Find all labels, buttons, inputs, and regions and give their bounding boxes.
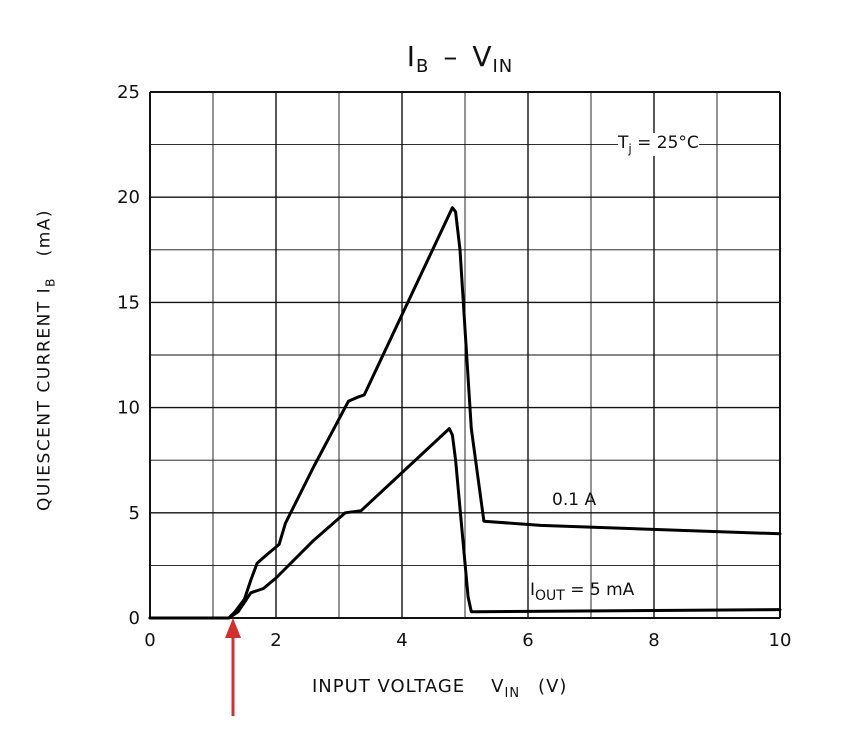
series-label-0.1a-text: 0.1 A (552, 490, 597, 510)
title-separator: – (443, 40, 459, 73)
x-axis-label-main: INPUT VOLTAGE (312, 676, 466, 697)
x-tick-label: 8 (648, 630, 659, 651)
tj-symbol: T (618, 133, 629, 153)
y-tick-label: 15 (117, 292, 140, 313)
tj-value: = 25°C (631, 133, 699, 153)
iout-value: = 5 mA (564, 580, 635, 600)
y-axis-label-sub: B (43, 277, 58, 287)
x-tick-label: 10 (769, 630, 792, 651)
title-symbol-sub: B (415, 56, 430, 77)
y-tick-label: 20 (117, 187, 140, 208)
x-axis-label-symbol: V (491, 676, 505, 697)
x-tick-label: 6 (522, 630, 533, 651)
chart-title: IB – VIN (330, 40, 590, 77)
y-tick-label: 10 (117, 398, 140, 419)
series-line-iout-5ma (148, 427, 782, 620)
x-tick-label: 2 (270, 630, 281, 651)
y-tick-label: 5 (129, 503, 140, 524)
y-tick-label: 25 (117, 82, 140, 103)
x-axis-label: INPUT VOLTAGE VIN (V) (312, 676, 567, 701)
y-tick-label: 0 (129, 608, 140, 629)
tick-labels: 0 2 4 6 8 10 0 5 10 15 20 25 (117, 82, 791, 651)
tj-sub: j (628, 142, 632, 156)
grid (149, 91, 781, 619)
series-label-iout-5ma: IOUT = 5 mA (530, 580, 634, 604)
iout-symbol: I (530, 580, 536, 600)
title-right-sub: IN (492, 56, 514, 77)
series-line-0.1a (148, 206, 782, 620)
y-axis-label-main: QUIESCENT CURRENT I (34, 286, 55, 512)
title-symbol: I (406, 40, 416, 73)
y-axis-label-unit: (mA) (34, 208, 55, 257)
x-axis-label-sub: IN (504, 686, 521, 701)
red-arrow (225, 618, 241, 716)
series-lines (148, 206, 782, 620)
x-tick-label: 4 (396, 630, 407, 651)
red-arrow-head (225, 618, 241, 638)
x-axis-label-unit: (V) (538, 676, 568, 697)
temperature-annotation: Tj = 25°C (618, 133, 699, 156)
x-tick-label: 0 (144, 630, 155, 651)
iout-sub: OUT (535, 588, 565, 604)
title-right-symbol: V (472, 40, 493, 73)
series-label-0.1a: 0.1 A (552, 490, 596, 510)
